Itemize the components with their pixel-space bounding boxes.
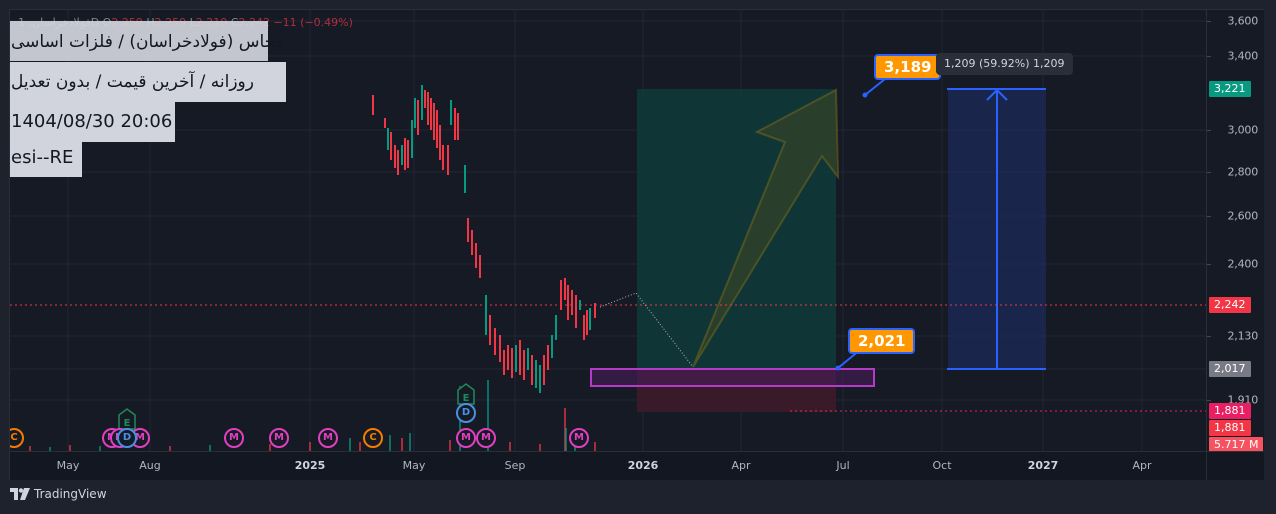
- time-tick: 2027: [1027, 459, 1059, 472]
- tradingview-brand[interactable]: TradingView: [10, 487, 107, 501]
- time-tick: 2026: [627, 459, 659, 472]
- svg-text:E: E: [463, 393, 470, 404]
- event-marker-c[interactable]: C: [10, 428, 24, 448]
- event-marker-m[interactable]: M: [456, 428, 476, 448]
- tradingview-logo-icon: [10, 488, 30, 500]
- chart-canvas: E E: [10, 10, 1206, 451]
- stop-price-tag: 1,881: [1209, 403, 1251, 419]
- interval-label: روزانه / آخرین قیمت / بدون تعدیل: [10, 62, 286, 102]
- event-marker-m[interactable]: M: [269, 428, 289, 448]
- price-tick: 2,400: [1227, 257, 1259, 271]
- time-tick: May: [56, 459, 80, 472]
- target-price-tag: 3,221: [1209, 81, 1251, 97]
- svg-text:E: E: [124, 418, 131, 429]
- price-tick: 3,000: [1227, 123, 1259, 137]
- source-label: esi--RE: [10, 142, 82, 177]
- event-marker-dividend[interactable]: D: [456, 403, 476, 423]
- event-marker-m[interactable]: M: [318, 428, 338, 448]
- target-zone: [637, 89, 836, 369]
- time-axis[interactable]: May Aug 2025 May Sep 2026 Apr Jul Oct 20…: [10, 451, 1206, 480]
- last-price-tag: 2,242: [1209, 297, 1251, 313]
- change-value: −11 (−0.49%): [273, 16, 353, 29]
- entry-box: [590, 368, 875, 387]
- time-tick: Sep: [504, 459, 526, 472]
- time-tick: Jul: [836, 459, 850, 472]
- time-tick: Oct: [932, 459, 952, 472]
- volume-tag: 5.717 M: [1209, 437, 1264, 453]
- time-tick: May: [402, 459, 426, 472]
- event-marker-dividend[interactable]: D: [117, 428, 137, 448]
- event-marker-m[interactable]: M: [569, 428, 589, 448]
- price-tick: 2,800: [1227, 165, 1259, 179]
- price-tick: 3,400: [1227, 49, 1259, 63]
- earnings-icon: E E: [118, 383, 475, 430]
- entry-price-callout[interactable]: 2,021: [848, 328, 916, 354]
- price-axis[interactable]: 3,600 3,400 3,000 2,800 2,600 2,400 2,13…: [1206, 10, 1264, 453]
- axis-corner: [1206, 451, 1264, 480]
- time-tick: Apr: [731, 459, 751, 472]
- chart-plot-area[interactable]: E E C M M M D M M M C D M M M 3,189 2,02…: [10, 10, 1206, 451]
- time-tick: Aug: [139, 459, 161, 472]
- entry-price-tag: 2,017: [1209, 361, 1251, 377]
- time-tick: 2025: [294, 459, 326, 472]
- price-tick: 3,600: [1227, 14, 1259, 28]
- title-label: فخاس (فولادخراسان) / فلزات اساسی: [10, 21, 284, 61]
- event-marker-c[interactable]: C: [363, 428, 383, 448]
- low-price-tag: 1,881: [1209, 420, 1251, 436]
- brand-label: TradingView: [34, 487, 107, 501]
- time-tick: Apr: [1132, 459, 1152, 472]
- price-tick: 2,600: [1227, 209, 1259, 223]
- datetime-label: 1404/08/30 20:06: [10, 102, 175, 142]
- price-tick: 2,130: [1227, 329, 1259, 343]
- event-marker-m[interactable]: M: [224, 428, 244, 448]
- arrow-up-icon: [692, 88, 840, 368]
- event-marker-m[interactable]: M: [476, 428, 496, 448]
- target-price-callout[interactable]: 3,189: [874, 54, 942, 80]
- measure-tooltip: 1,209 (59.92%) 1,209: [936, 53, 1073, 75]
